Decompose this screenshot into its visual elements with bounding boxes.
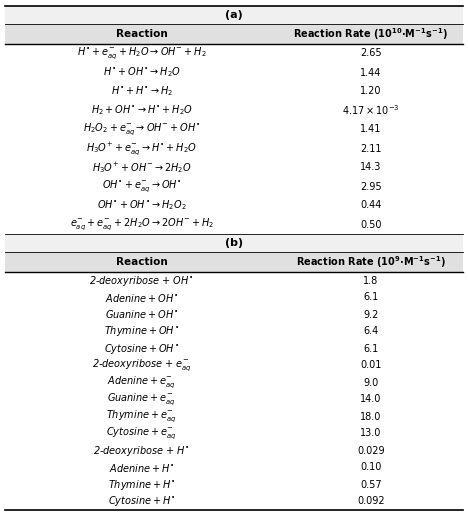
Text: 1.44: 1.44 xyxy=(360,68,381,77)
Text: 9.2: 9.2 xyxy=(363,309,379,319)
Text: Reaction: Reaction xyxy=(116,257,168,267)
Text: $Thymine + OH^{\bullet}$: $Thymine + OH^{\bullet}$ xyxy=(104,324,179,339)
Text: $OH^{\bullet} + OH^{\bullet} \rightarrow H_2O_2$: $OH^{\bullet} + OH^{\bullet} \rightarrow… xyxy=(97,199,187,212)
Text: $e^{-}_{aq} + e^{-}_{aq} + 2H_2O \rightarrow 2OH^{-} + H_2$: $e^{-}_{aq} + e^{-}_{aq} + 2H_2O \righta… xyxy=(70,217,214,232)
Text: $Adenine + OH^{\bullet}$: $Adenine + OH^{\bullet}$ xyxy=(105,292,178,304)
Text: $H^{\bullet} + H^{\bullet} \rightarrow H_2$: $H^{\bullet} + H^{\bullet} \rightarrow H… xyxy=(110,85,173,98)
Text: 2.95: 2.95 xyxy=(360,181,381,191)
Text: (a): (a) xyxy=(225,10,243,20)
Text: $Cytosine + OH^{\bullet}$: $Cytosine + OH^{\bullet}$ xyxy=(104,342,179,356)
Text: $H_2 + OH^{\bullet} \rightarrow H^{\bullet} + H_2O$: $H_2 + OH^{\bullet} \rightarrow H^{\bull… xyxy=(91,103,193,118)
Text: 1.20: 1.20 xyxy=(360,86,381,97)
Text: 0.57: 0.57 xyxy=(360,479,381,489)
Text: $4.17 \times 10^{-3}$: $4.17 \times 10^{-3}$ xyxy=(342,103,400,118)
Text: $Cytosine + e^{-}_{aq}$: $Cytosine + e^{-}_{aq}$ xyxy=(107,426,177,441)
Text: 0.10: 0.10 xyxy=(360,462,381,473)
Text: $Thymine + e^{-}_{aq}$: $Thymine + e^{-}_{aq}$ xyxy=(107,409,177,424)
Text: 2-deoxyribose + $OH^{\bullet}$: 2-deoxyribose + $OH^{\bullet}$ xyxy=(89,274,194,288)
Text: 6.1: 6.1 xyxy=(363,292,378,303)
Text: $Guanine + e^{-}_{aq}$: $Guanine + e^{-}_{aq}$ xyxy=(107,392,176,407)
Text: (b): (b) xyxy=(225,238,243,248)
Text: 2.65: 2.65 xyxy=(360,48,381,58)
Text: 6.1: 6.1 xyxy=(363,344,378,354)
Text: 0.01: 0.01 xyxy=(360,360,381,370)
Text: Reaction: Reaction xyxy=(116,29,168,39)
Text: $Adenine + e^{-}_{aq}$: $Adenine + e^{-}_{aq}$ xyxy=(108,375,176,391)
Bar xyxy=(5,252,463,272)
Text: 13.0: 13.0 xyxy=(360,428,381,438)
Text: $H^{\bullet} + e^{-}_{aq} + H_2O \rightarrow OH^{-} + H_2$: $H^{\bullet} + e^{-}_{aq} + H_2O \righta… xyxy=(77,46,206,61)
Text: $Thymine + H^{\bullet}$: $Thymine + H^{\bullet}$ xyxy=(108,477,176,491)
Text: Reaction Rate ($\mathregular{10^{10}{\cdot}M^{-1}s^{-1}}$): Reaction Rate ($\mathregular{10^{10}{\cd… xyxy=(293,26,448,42)
Text: $H_2O_2 + e^{-}_{aq} \rightarrow OH^{-} + OH^{\bullet}$: $H_2O_2 + e^{-}_{aq} \rightarrow OH^{-} … xyxy=(83,122,201,137)
Text: 0.092: 0.092 xyxy=(357,497,385,506)
Text: $H^{\bullet} + OH^{\bullet} \rightarrow H_2O$: $H^{\bullet} + OH^{\bullet} \rightarrow … xyxy=(102,66,181,80)
Text: 18.0: 18.0 xyxy=(360,411,381,422)
Text: $H_3O^{+} + e^{-}_{aq} \rightarrow H^{\bullet} + H_2O$: $H_3O^{+} + e^{-}_{aq} \rightarrow H^{\b… xyxy=(86,140,197,157)
Text: 0.50: 0.50 xyxy=(360,219,381,229)
Text: 14.0: 14.0 xyxy=(360,395,381,405)
Bar xyxy=(5,6,463,24)
Text: $OH^{\bullet} + e^{-}_{aq} \rightarrow OH^{\bullet}$: $OH^{\bullet} + e^{-}_{aq} \rightarrow O… xyxy=(102,179,182,194)
Text: 1.41: 1.41 xyxy=(360,124,381,135)
Text: 2-deoxyribose + $H^{\bullet}$: 2-deoxyribose + $H^{\bullet}$ xyxy=(93,444,190,458)
Text: 14.3: 14.3 xyxy=(360,162,381,173)
Text: 9.0: 9.0 xyxy=(363,378,378,387)
Bar xyxy=(5,24,463,44)
Text: Reaction Rate ($\mathregular{10^{9}{\cdot}M^{-1}s^{-1}}$): Reaction Rate ($\mathregular{10^{9}{\cdo… xyxy=(296,254,446,270)
Bar xyxy=(5,234,463,252)
Text: 2.11: 2.11 xyxy=(360,144,381,153)
Text: $Adenine + H^{\bullet}$: $Adenine + H^{\bullet}$ xyxy=(109,462,175,474)
Text: $Cytosine + H^{\bullet}$: $Cytosine + H^{\bullet}$ xyxy=(108,495,176,509)
Text: $Guanine + OH^{\bullet}$: $Guanine + OH^{\bullet}$ xyxy=(105,308,178,320)
Text: 1.8: 1.8 xyxy=(363,276,378,285)
Text: 2-deoxyribose + $e^{-}_{aq}$: 2-deoxyribose + $e^{-}_{aq}$ xyxy=(92,358,192,373)
Text: 6.4: 6.4 xyxy=(363,327,378,336)
Text: 0.44: 0.44 xyxy=(360,201,381,211)
Text: 0.029: 0.029 xyxy=(357,446,385,456)
Text: $H_3O^{+} + OH^{-} \rightarrow 2H_2O$: $H_3O^{+} + OH^{-} \rightarrow 2H_2O$ xyxy=(92,160,191,175)
